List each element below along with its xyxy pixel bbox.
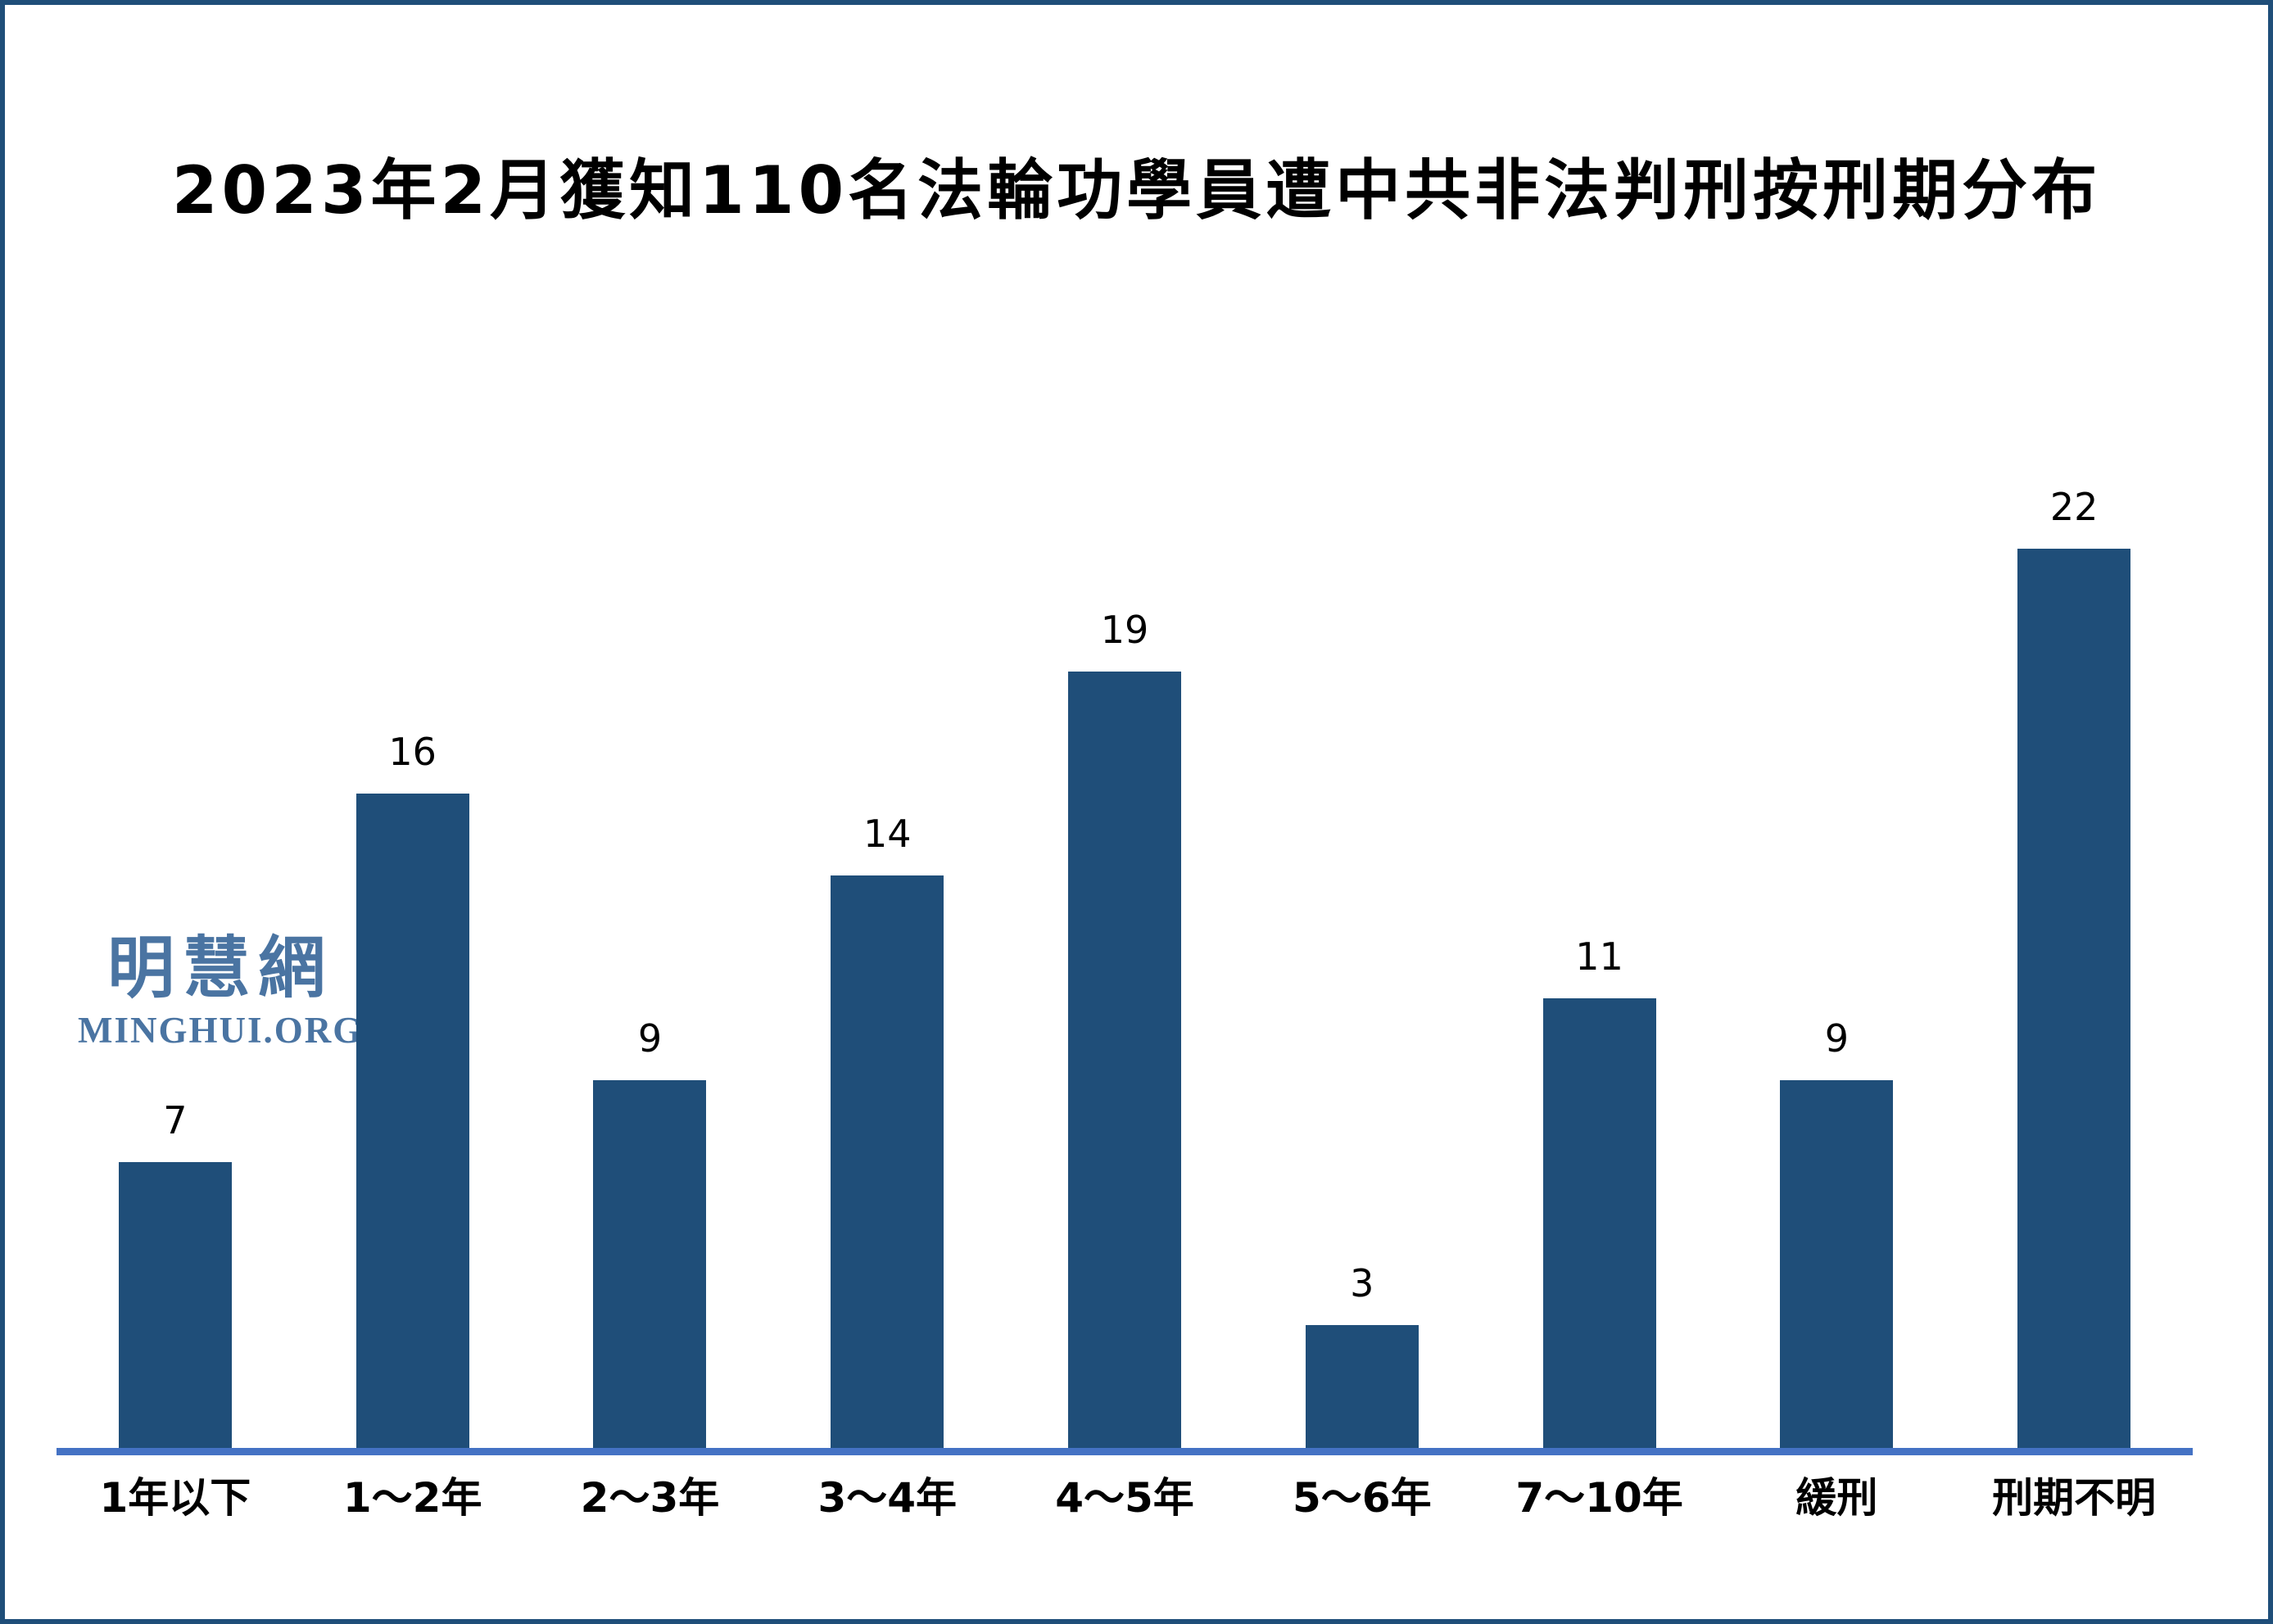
bar-slot: 16 — [294, 442, 532, 1448]
bar-slot: 11 — [1481, 442, 1718, 1448]
x-axis-labels: 1年以下 1～2年 2～3年 3～4年 4～5年 5～6年 7～10年 緩刑 刑期不明 — [57, 1476, 2193, 1521]
x-axis-label: 4～5年 — [1055, 1474, 1194, 1522]
bar-value-label: 9 — [637, 1016, 663, 1061]
bar-value-label: 16 — [388, 730, 437, 774]
bar-slot: 14 — [768, 442, 1006, 1448]
bar — [1305, 1325, 1419, 1448]
bar-slot: 7 — [57, 442, 294, 1448]
bar-slot: 3 — [1243, 442, 1481, 1448]
minghui-cjk-logo: 明慧網 — [107, 930, 334, 1007]
bar-slot: 9 — [1718, 442, 1955, 1448]
bar-value-label: 11 — [1575, 934, 1623, 979]
x-axis-label: 緩刑 — [1795, 1474, 1878, 1522]
bar — [2017, 549, 2131, 1448]
x-axis-label: 7～10年 — [1515, 1474, 1683, 1522]
x-axis-label: 1年以下 — [99, 1474, 251, 1522]
bar-value-label: 9 — [1824, 1016, 1849, 1061]
x-axis-line — [57, 1448, 2193, 1455]
x-axis-label: 5～6年 — [1293, 1474, 1432, 1522]
bar-value-label: 3 — [1350, 1261, 1374, 1305]
bar — [593, 1080, 707, 1448]
bar-value-label: 7 — [163, 1098, 188, 1142]
plot-area: 7 16 9 14 19 3 11 9 22 — [57, 442, 2193, 1448]
x-axis-label: 1～2年 — [342, 1474, 482, 1522]
bar-value-label: 19 — [1100, 608, 1149, 652]
bar-value-label: 22 — [2049, 485, 2099, 529]
minghui-org-label: MINGHUI.ORG — [78, 1010, 364, 1051]
bar — [1068, 672, 1182, 1448]
bar — [355, 794, 469, 1448]
bar-slot: 22 — [1955, 442, 2193, 1448]
bar — [1780, 1080, 1894, 1448]
minghui-watermark: 明慧網 MINGHUI.ORG — [78, 935, 363, 1049]
chart-title: 2023年2月獲知110名法輪功學員遭中共非法判刑按刑期分布 — [171, 152, 2102, 228]
x-axis-label: 3～4年 — [817, 1474, 958, 1522]
bar-slot: 19 — [1006, 442, 1243, 1448]
bar — [1542, 998, 1656, 1448]
bar-value-label: 14 — [863, 812, 912, 856]
x-axis-label: 刑期不明 — [1992, 1474, 2157, 1522]
bar — [831, 875, 944, 1448]
bar — [118, 1162, 232, 1448]
bar-slot: 9 — [532, 442, 769, 1448]
x-axis-label: 2～3年 — [580, 1474, 720, 1522]
